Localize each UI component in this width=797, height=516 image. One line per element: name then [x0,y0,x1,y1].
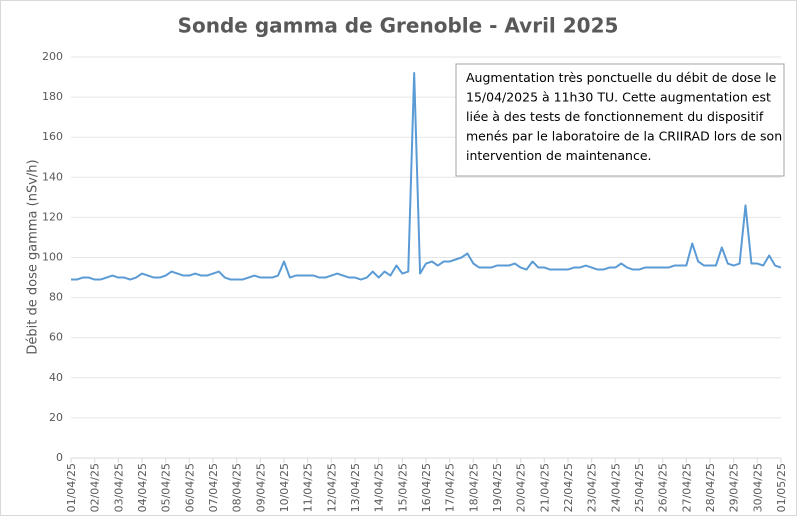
x-tick-label: 04/04/25 [136,463,149,512]
y-tick-label: 180 [42,90,63,103]
annotation-line: intervention de maintenance. [466,148,652,163]
x-tick-label: 20/04/25 [515,463,528,512]
x-tick-label: 25/04/25 [633,463,646,512]
x-tick-label: 08/04/25 [231,463,244,512]
x-tick-label: 27/04/25 [680,463,693,512]
x-tick-label: 14/04/25 [373,463,386,512]
x-tick-label: 24/04/25 [609,463,622,512]
x-tick-label: 01/04/25 [65,463,78,512]
x-tick-label: 02/04/25 [89,463,102,512]
annotation-line: menés par le laboratoire de la CRIIRAD l… [466,129,782,144]
x-tick-label: 30/04/25 [751,463,764,512]
annotation-line: 15/04/2025 à 11h30 TU. Cette augmentatio… [466,90,771,105]
y-tick-label: 120 [42,210,63,223]
x-tick-label: 23/04/25 [586,463,599,512]
x-tick-label: 13/04/25 [349,463,362,512]
y-tick-label: 20 [49,411,63,424]
annotation: Augmentation très ponctuelle du débit de… [466,70,782,163]
x-tick-label: 16/04/25 [420,463,433,512]
x-tick-label: 11/04/25 [302,463,315,512]
chart-title: Sonde gamma de Grenoble - Avril 2025 [178,14,619,38]
x-tick-label: 01/05/25 [775,463,788,512]
y-tick-label: 160 [42,130,63,143]
annotation-box [455,63,785,177]
y-axis-label: Débit de dose gamma (nSv/h) [26,159,41,354]
plot-area: 0 20 40 60 80 100 120 140 160 180 200 01/04/25 02/04… [42,50,788,512]
x-tick-label: 18/04/25 [467,463,480,512]
annotation-line: Augmentation très ponctuelle du débit de… [466,70,777,85]
x-tick-label: 19/04/25 [491,463,504,512]
x-tick-label: 12/04/25 [325,463,338,512]
x-tick-label: 22/04/25 [562,463,575,512]
x-tick-label: 28/04/25 [704,463,717,512]
y-tick-label: 40 [49,371,63,384]
y-tick-label: 60 [49,331,63,344]
y-tick-label: 80 [49,291,63,304]
x-tick-label: 15/04/25 [396,463,409,512]
y-tick-label: 0 [56,451,63,464]
x-tick-label: 10/04/25 [278,463,291,512]
x-tick-label: 17/04/25 [444,463,457,512]
x-tick-label: 26/04/25 [657,463,670,512]
x-tick-label: 06/04/25 [183,463,196,512]
data-line [71,72,782,281]
annotation-line: liée à des tests de fonctionnement du di… [466,109,764,124]
y-tick-label: 100 [42,251,63,264]
y-tick-label: 140 [42,170,63,183]
x-tick-label: 21/04/25 [538,463,551,512]
x-tick-label: 07/04/25 [207,463,220,512]
x-tick-label: 03/04/25 [112,463,125,512]
y-tick-label: 200 [42,50,63,63]
x-tick-label: 05/04/25 [160,463,173,512]
x-tick-label: 29/04/25 [728,463,741,512]
x-tick-label: 09/04/25 [254,463,267,512]
